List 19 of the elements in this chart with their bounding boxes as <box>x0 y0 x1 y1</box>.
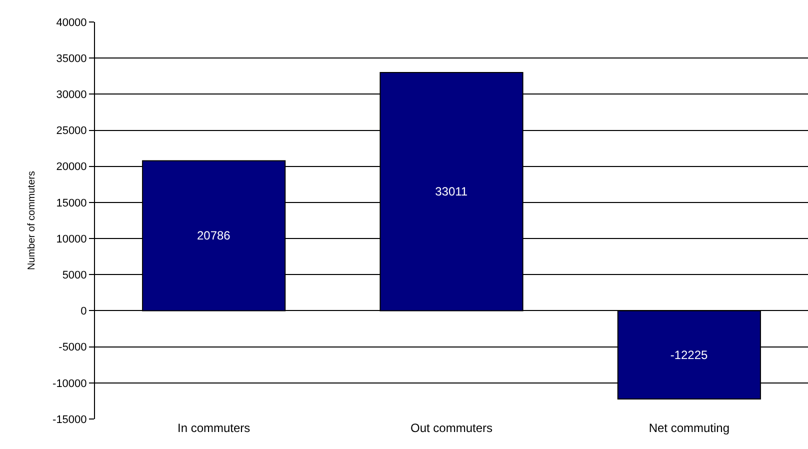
y-tick-label: 40000 <box>56 16 87 29</box>
y-tick-label: 0 <box>80 306 87 318</box>
x-tick-label: Net commuting <box>648 421 730 435</box>
y-tick-label: 30000 <box>56 89 87 102</box>
data-label: -12225 <box>670 348 708 362</box>
data-label: 20786 <box>196 228 231 243</box>
y-tick-label: -5000 <box>58 342 87 354</box>
y-axis-title: Number of commuters <box>26 171 38 270</box>
y-tick-label: 10000 <box>56 233 87 246</box>
x-tick-label: In commuters <box>177 421 250 435</box>
y-tick-label: -10000 <box>52 378 87 390</box>
y-tick-label: 35000 <box>56 52 87 65</box>
y-tick-label: 5000 <box>62 269 87 282</box>
data-label: 33011 <box>435 184 468 199</box>
y-tick-label: 25000 <box>56 125 87 138</box>
x-tick-label: Out commuters <box>410 421 493 435</box>
y-tick-label: 20000 <box>56 161 87 174</box>
y-tick-label: 15000 <box>56 197 87 210</box>
y-tick-label: -15000 <box>52 414 87 426</box>
